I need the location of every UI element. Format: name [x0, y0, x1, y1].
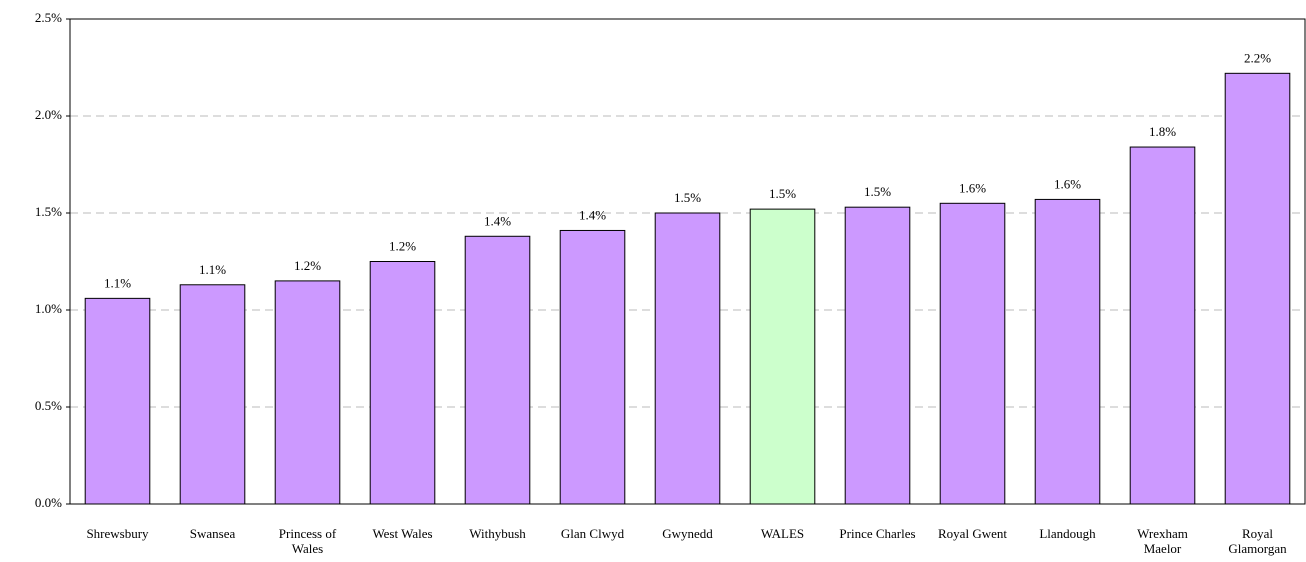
bar: [84, 297, 151, 505]
x-tick-label: Llandough: [1039, 526, 1096, 541]
bar: [1129, 146, 1196, 505]
x-tick-label: WALES: [760, 526, 805, 541]
value-label: 1.8%: [1149, 124, 1176, 139]
value-label: 1.1%: [199, 262, 226, 277]
y-tick-label: 0.0%: [35, 495, 62, 510]
value-label: 1.4%: [579, 207, 606, 222]
bar: [654, 212, 721, 505]
value-label: 1.5%: [674, 190, 701, 205]
bar: [1224, 72, 1291, 505]
y-tick-label: 1.5%: [35, 204, 62, 219]
value-label: 1.2%: [294, 258, 321, 273]
value-label: 1.5%: [864, 184, 891, 199]
x-tick-label: Gwynedd: [662, 526, 713, 541]
value-label: 1.4%: [484, 213, 511, 228]
x-tick-label: Wrexham Maelor: [1137, 526, 1188, 556]
x-tick-label: Prince Charles: [839, 526, 916, 541]
y-tick-label: 0.5%: [35, 398, 62, 413]
bar: [274, 280, 341, 505]
bar: [464, 235, 531, 505]
value-label: 1.2%: [389, 238, 416, 253]
bar: [749, 208, 816, 505]
bar: [559, 229, 626, 505]
value-label: 1.5%: [769, 186, 796, 201]
x-tick-label: Princess of Wales: [278, 526, 337, 556]
bar: [179, 284, 246, 505]
bar: [844, 206, 911, 505]
bar: [939, 202, 1006, 505]
value-label: 1.1%: [104, 275, 131, 290]
x-tick-label: Royal Glamorgan: [1228, 526, 1287, 556]
x-tick-label: Glan Clwyd: [560, 526, 625, 541]
value-label: 2.2%: [1244, 50, 1271, 65]
y-tick-label: 2.5%: [35, 10, 62, 25]
value-label: 1.6%: [959, 180, 986, 195]
y-tick-label: 2.0%: [35, 107, 62, 122]
value-label: 1.6%: [1054, 176, 1081, 191]
x-tick-label: Swansea: [189, 526, 236, 541]
x-tick-label: Shrewsbury: [86, 526, 149, 541]
x-tick-label: Royal Gwent: [938, 526, 1007, 541]
x-tick-label: West Wales: [372, 526, 433, 541]
y-tick-label: 1.0%: [35, 301, 62, 316]
x-tick-label: Withybush: [469, 526, 526, 541]
bar: [369, 261, 436, 505]
bar: [1034, 198, 1101, 505]
